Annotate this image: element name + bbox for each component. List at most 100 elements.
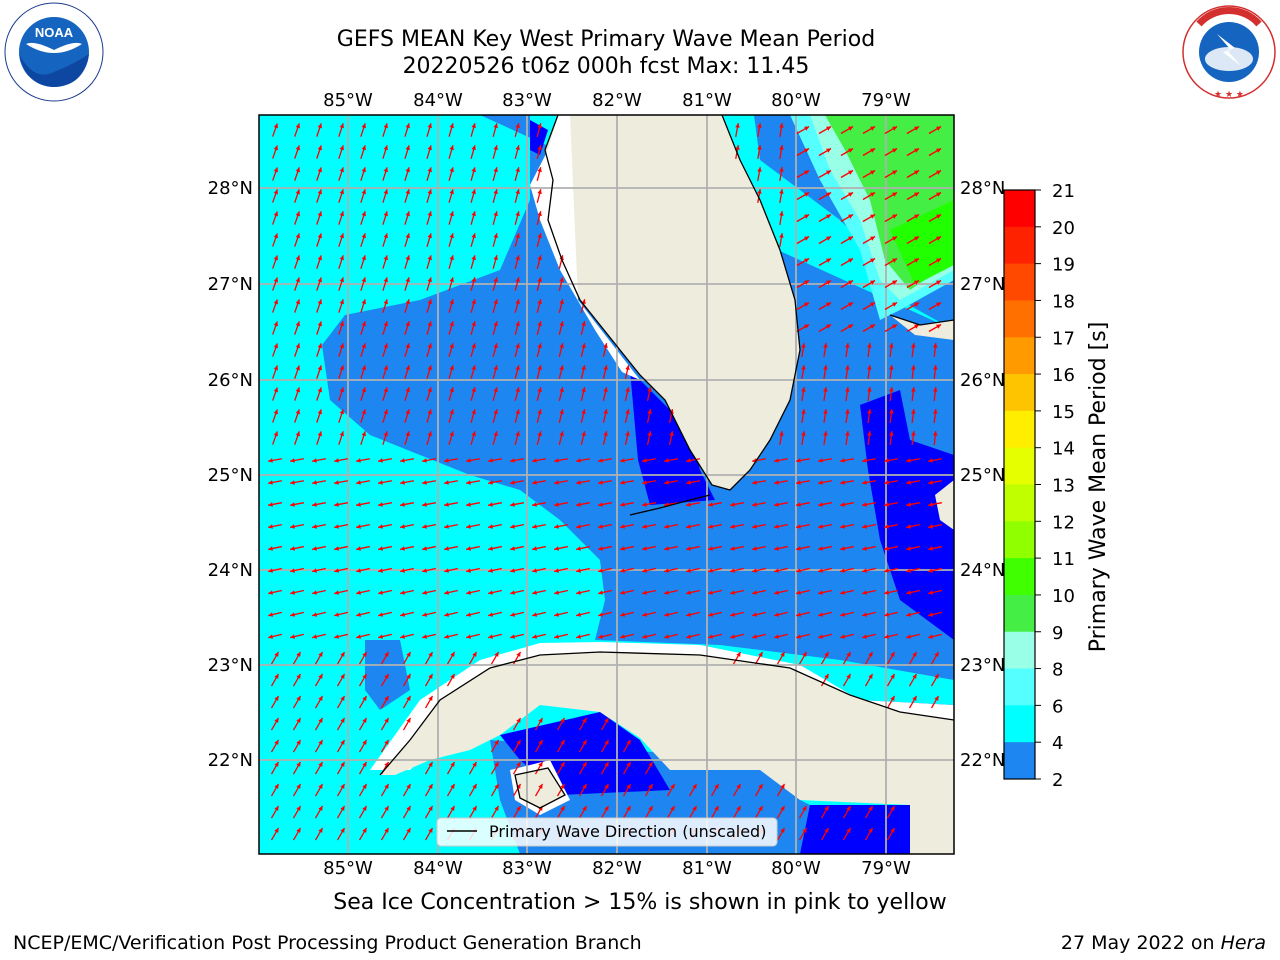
wave-arrow [754, 783, 764, 797]
wave-arrow [600, 717, 610, 731]
wave-arrow [510, 545, 524, 551]
wave-arrow [466, 545, 480, 551]
wave-arrow [470, 299, 476, 313]
wave-arrow [382, 145, 388, 159]
wave-arrow [380, 805, 390, 819]
wave-arrow [448, 277, 454, 291]
wave-arrow [556, 805, 566, 819]
wave-arrow [933, 364, 938, 380]
lat-tick-label-right: 25°N [960, 465, 1005, 486]
wave-arrow [316, 365, 322, 379]
wave-arrow [840, 257, 854, 267]
lon-tick-label-bottom: 84°W [413, 858, 463, 879]
wave-arrow [710, 783, 720, 797]
wave-arrow [820, 805, 830, 819]
wave-arrow [884, 633, 898, 639]
wave-arrow [933, 386, 938, 402]
wave-arrow [644, 761, 654, 775]
wave-arrow [448, 255, 454, 269]
wave-arrow [466, 611, 480, 617]
wave-arrow [360, 343, 366, 357]
wave-arrow [424, 783, 434, 797]
wave-arrow [842, 827, 852, 841]
wave-arrow [531, 480, 547, 485]
wave-arrow [426, 299, 432, 313]
wave-arrow [779, 166, 784, 182]
wave-arrow [886, 827, 896, 841]
wave-arrow [708, 611, 722, 617]
wave-arrow [514, 343, 520, 357]
wave-arrow [620, 523, 634, 529]
wave-arrow [448, 343, 454, 357]
lat-tick-label-right: 23°N [960, 655, 1005, 676]
wave-arrow [752, 502, 766, 507]
wave-arrow [558, 365, 564, 379]
wave-arrow [448, 365, 454, 379]
wave-arrow [404, 387, 410, 401]
wave-arrow [312, 545, 326, 551]
wave-arrow [358, 651, 368, 665]
wave-arrow [290, 589, 304, 595]
wave-arrow [514, 365, 520, 379]
wave-arrow [446, 805, 456, 819]
wave-arrow [928, 301, 942, 311]
wave-arrow [272, 343, 278, 357]
wave-arrow [404, 211, 410, 225]
wave-arrow [490, 761, 500, 775]
wave-arrow [602, 343, 608, 357]
wave-arrow [798, 805, 808, 819]
wave-arrow [624, 431, 630, 445]
wave-arrow [360, 255, 366, 269]
wave-arrow [360, 321, 366, 335]
wave-arrow [492, 299, 498, 313]
wave-arrow [272, 233, 278, 247]
wave-arrow [644, 805, 654, 819]
wave-arrow [928, 589, 942, 595]
wave-arrow [426, 189, 432, 203]
wave-arrow [686, 502, 700, 507]
wave-arrow [382, 321, 388, 335]
wave-arrow [272, 189, 278, 203]
wave-arrow [840, 633, 854, 639]
wave-arrow [272, 365, 278, 379]
wave-arrow [426, 167, 432, 181]
wave-arrow [382, 387, 388, 401]
wave-arrow [664, 633, 678, 639]
wave-arrow [492, 277, 498, 291]
wave-arrow [465, 480, 481, 485]
wave-arrow [316, 211, 322, 225]
wave-arrow [514, 123, 520, 137]
wave-arrow [801, 364, 806, 380]
wave-arrow [930, 695, 940, 709]
wave-arrow [268, 545, 282, 551]
wave-arrow [336, 673, 346, 687]
wave-arrow [356, 589, 370, 595]
wave-arrow [448, 123, 454, 137]
wave-arrow [597, 458, 613, 463]
wave-arrow [336, 695, 346, 709]
wave-arrow [311, 458, 327, 463]
wave-arrow [292, 783, 302, 797]
wave-arrow [314, 783, 324, 797]
wave-arrow [906, 235, 920, 245]
footer-host: Hera [1220, 932, 1266, 954]
wave-arrow [842, 651, 852, 665]
wave-arrow [840, 125, 854, 135]
wave-arrow [823, 408, 828, 424]
wave-arrow [492, 211, 498, 225]
lat-tick-label-right: 27°N [960, 274, 1005, 295]
wave-arrow [796, 279, 810, 289]
wave-arrow [862, 502, 876, 507]
lon-tick-label-bottom: 83°W [502, 858, 552, 879]
wave-arrow [906, 169, 920, 179]
wave-arrow [314, 805, 324, 819]
wave-arrow [536, 343, 542, 357]
wave-arrow [400, 633, 414, 639]
wave-arrow [360, 365, 366, 379]
wave-arrow [576, 633, 590, 639]
wave-arrow [514, 211, 520, 225]
wave-arrow [845, 430, 850, 446]
wave-arrow [400, 502, 414, 507]
wave-arrow [928, 523, 942, 529]
wave-arrow [382, 277, 388, 291]
